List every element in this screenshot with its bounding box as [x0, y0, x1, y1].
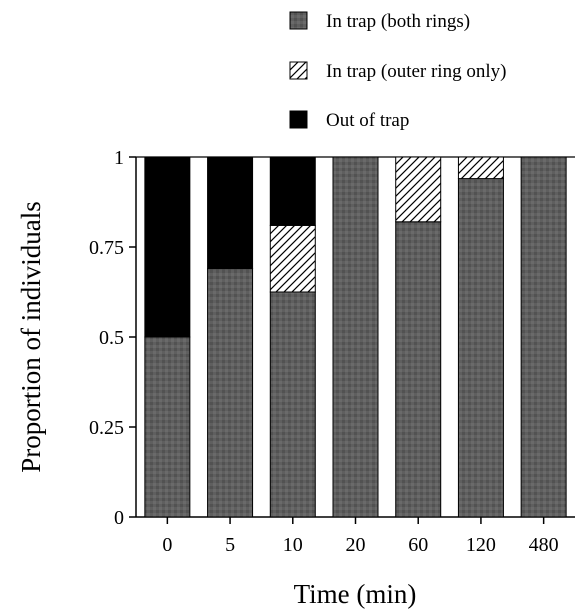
legend-label-outer-ring: In trap (outer ring only): [326, 61, 506, 82]
bar-segment-both-5: [207, 268, 254, 518]
x-tick-label: 5: [225, 534, 235, 556]
bar-segment-black-0: [144, 156, 191, 338]
legend-swatch-outer-ring: [289, 61, 308, 80]
legend-swatch-out-of-trap: [289, 110, 308, 129]
bar-segment-both-480: [520, 156, 567, 518]
legend-label-both-rings: In trap (both rings): [326, 11, 470, 32]
legend-swatch-both-rings: [289, 11, 308, 30]
x-tick-label: 60: [408, 534, 428, 556]
legend-item-out-of-trap: Out of trap: [289, 110, 409, 131]
bar-segment-both-120: [457, 178, 504, 518]
bar-segment-hatch-60: [395, 156, 442, 223]
bar-segment-hatch-10: [269, 224, 316, 293]
x-ticks: 0 5 10 20 60 120 480: [162, 517, 559, 556]
bar-segment-hatch-120: [457, 156, 504, 180]
bar-segment-black-5: [207, 156, 254, 270]
bar-segment-black-10: [269, 156, 316, 226]
x-tick-label: 20: [346, 534, 366, 556]
x-tick-label: 10: [283, 534, 303, 556]
x-axis-title: Time (min): [294, 579, 417, 609]
bar-segment-both-0: [144, 336, 191, 518]
x-tick-label: 0: [162, 534, 172, 556]
x-tick-label: 120: [466, 534, 496, 556]
bars: [144, 156, 567, 518]
y-tick-label: 0.25: [89, 417, 124, 439]
legend-item-outer-ring: In trap (outer ring only): [289, 61, 506, 82]
y-ticks: 0 0.25 0.5 0.75 1: [89, 147, 136, 529]
y-tick-label: 0: [114, 507, 124, 529]
legend-label-out-of-trap: Out of trap: [326, 110, 409, 131]
x-tick-label: 480: [529, 534, 559, 556]
bar-segment-both-10: [269, 291, 316, 518]
y-axis-title: Proportion of individuals: [16, 201, 46, 473]
y-tick-label: 0.75: [89, 237, 124, 259]
y-tick-label: 0.5: [99, 327, 124, 349]
legend-item-both-rings: In trap (both rings): [289, 11, 470, 32]
bar-segment-both-20: [332, 156, 379, 518]
legend: In trap (both rings) In trap (outer ring…: [289, 11, 506, 131]
y-tick-label: 1: [114, 147, 124, 169]
bar-segment-both-60: [395, 221, 442, 518]
